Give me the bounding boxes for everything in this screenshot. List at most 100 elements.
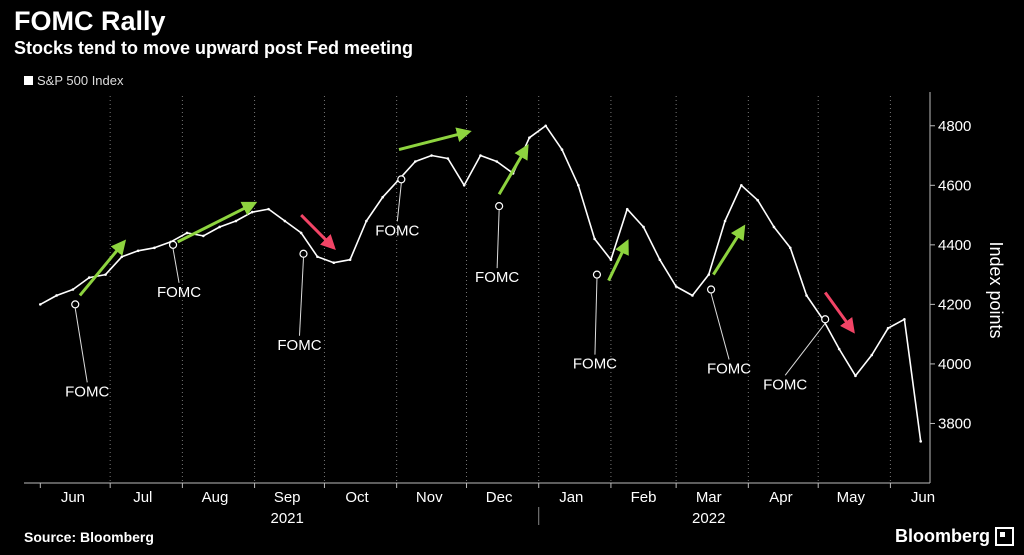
bloomberg-logo: Bloomberg bbox=[895, 526, 1014, 547]
fomc-label: FOMC bbox=[763, 376, 807, 393]
data-point bbox=[707, 273, 711, 276]
data-point bbox=[136, 249, 140, 253]
y-tick-label: 4800 bbox=[938, 118, 971, 135]
data-point bbox=[919, 440, 922, 443]
data-point bbox=[691, 294, 694, 297]
fomc-label: FOMC bbox=[65, 383, 109, 400]
data-point bbox=[71, 288, 75, 291]
x-tick-label: Mar bbox=[696, 489, 722, 506]
data-point bbox=[446, 157, 450, 160]
fomc-leader-line bbox=[710, 293, 730, 360]
fomc-marker bbox=[592, 270, 602, 279]
data-point bbox=[430, 154, 433, 157]
year-label: 2022 bbox=[692, 510, 725, 527]
fomc-label: FOMC bbox=[157, 284, 201, 301]
data-point bbox=[348, 258, 352, 262]
data-point bbox=[153, 246, 156, 250]
source-note: Source: Bloomberg bbox=[24, 529, 154, 545]
data-point bbox=[39, 303, 42, 306]
fomc-label: FOMC bbox=[277, 337, 321, 354]
data-point bbox=[332, 261, 336, 265]
green-up-arrow-icon bbox=[398, 127, 472, 152]
y-tick-label: 4200 bbox=[938, 296, 971, 313]
x-tick-label: Dec bbox=[486, 489, 513, 506]
red-down-arrow-icon bbox=[300, 214, 336, 250]
data-point bbox=[870, 353, 874, 357]
data-point bbox=[723, 219, 727, 223]
data-point bbox=[740, 184, 743, 187]
data-point bbox=[658, 258, 662, 262]
fomc-label: FOMC bbox=[375, 222, 419, 239]
fomc-leader-line bbox=[784, 322, 826, 376]
data-point bbox=[104, 273, 107, 276]
data-point bbox=[674, 285, 678, 288]
data-point bbox=[55, 294, 58, 297]
y-tick-label: 4000 bbox=[938, 356, 971, 373]
data-point bbox=[854, 374, 857, 378]
green-up-arrow-icon bbox=[607, 239, 629, 282]
green-up-arrow-icon bbox=[78, 239, 127, 297]
data-point bbox=[462, 184, 466, 187]
y-axis-label: Index points bbox=[986, 241, 1006, 338]
x-tick-label: Apr bbox=[769, 489, 792, 506]
data-point bbox=[560, 148, 564, 151]
data-point bbox=[886, 326, 890, 330]
data-point bbox=[316, 255, 319, 259]
legend: S&P 500 Index bbox=[24, 73, 124, 88]
y-tick-label: 3800 bbox=[938, 415, 971, 432]
x-tick-label: Jun bbox=[911, 489, 935, 506]
fomc-label: FOMC bbox=[573, 356, 617, 373]
data-point bbox=[202, 234, 205, 238]
fomc-marker bbox=[168, 240, 178, 249]
fomc-marker bbox=[397, 175, 406, 184]
y-tick-label: 4400 bbox=[938, 237, 971, 254]
chart-title: FOMC Rally bbox=[14, 6, 166, 36]
data-point bbox=[267, 207, 270, 211]
fomc-marker bbox=[299, 249, 308, 258]
x-tick-label: Feb bbox=[631, 489, 657, 506]
fomc-leader-line bbox=[594, 278, 598, 355]
fomc-label: FOMC bbox=[707, 361, 751, 378]
data-point bbox=[185, 231, 189, 235]
x-tick-label: Sep bbox=[274, 489, 301, 506]
data-point bbox=[218, 225, 221, 229]
fomc-marker bbox=[821, 315, 830, 324]
data-point bbox=[381, 195, 384, 199]
data-point bbox=[756, 198, 759, 202]
data-point bbox=[625, 207, 629, 211]
data-point bbox=[903, 317, 906, 321]
legend-swatch bbox=[24, 76, 33, 85]
data-point bbox=[495, 160, 499, 163]
x-tick-label: May bbox=[837, 489, 866, 506]
year-label: 2021 bbox=[270, 510, 303, 527]
x-tick-label: Nov bbox=[416, 489, 443, 506]
x-tick-label: Jan bbox=[559, 489, 583, 506]
data-point bbox=[283, 219, 287, 223]
data-point bbox=[609, 258, 613, 262]
green-up-arrow-icon bbox=[712, 224, 746, 276]
data-point bbox=[413, 160, 417, 163]
fomc-marker bbox=[706, 285, 716, 294]
x-tick-label: Jun bbox=[61, 489, 85, 506]
fomc-marker bbox=[71, 300, 80, 309]
x-tick-label: Jul bbox=[133, 489, 152, 506]
fomc-leader-line bbox=[496, 210, 500, 269]
chart-subtitle: Stocks tend to move upward post Fed meet… bbox=[14, 38, 414, 58]
data-point bbox=[772, 225, 776, 229]
x-tick-label: Oct bbox=[345, 489, 369, 506]
fomc-marker bbox=[495, 202, 504, 211]
data-point bbox=[528, 136, 531, 139]
green-up-arrow-icon bbox=[497, 144, 529, 195]
data-point bbox=[642, 225, 645, 229]
data-point bbox=[365, 219, 368, 223]
brand-text: Bloomberg bbox=[894, 526, 990, 546]
green-up-arrow-icon bbox=[177, 201, 258, 244]
fomc-leader-line bbox=[396, 183, 402, 222]
data-point bbox=[788, 246, 792, 250]
data-point bbox=[120, 255, 124, 259]
data-point bbox=[87, 276, 91, 279]
legend-label: S&P 500 Index bbox=[37, 73, 124, 88]
data-point bbox=[479, 154, 482, 157]
data-point bbox=[299, 231, 303, 235]
